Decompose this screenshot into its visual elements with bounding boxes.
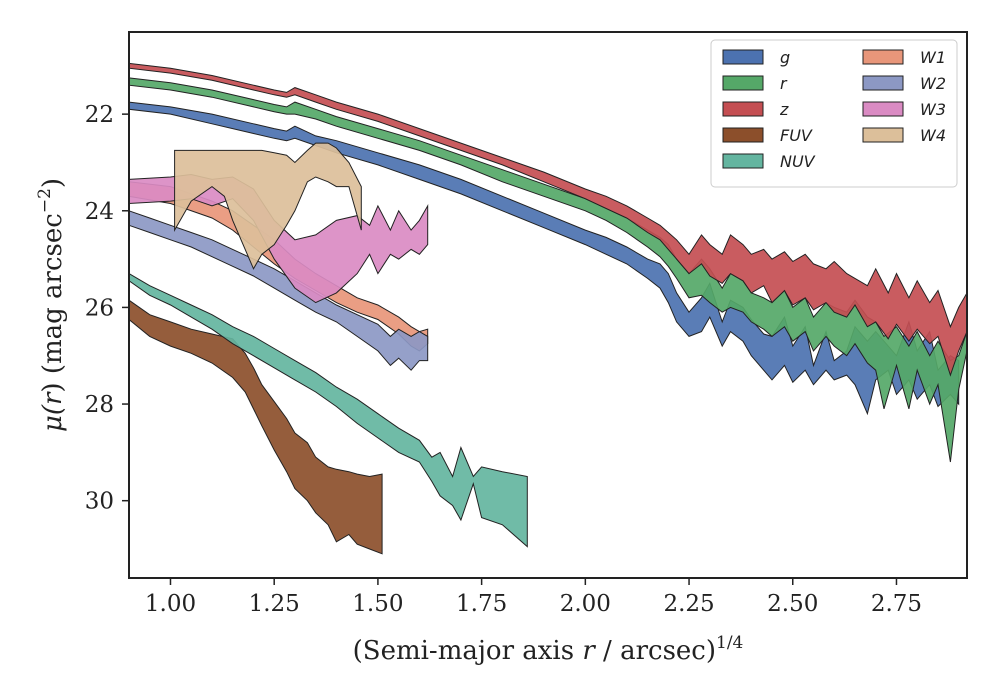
legend-swatch-w1 <box>862 49 904 65</box>
y-tick-label: 24 <box>85 199 114 225</box>
band-nuv <box>128 272 528 548</box>
legend-label-w1: W1 <box>920 48 946 67</box>
x-tick-label: 1.50 <box>352 591 403 617</box>
legend-swatch-w4 <box>862 127 904 143</box>
y-tick-label: 26 <box>85 295 114 321</box>
band-g <box>128 101 960 416</box>
legend-swatch-r <box>722 75 764 91</box>
legend-label-nuv: NUV <box>780 152 816 171</box>
y-tick-label: 22 <box>85 102 114 128</box>
y-tick-label: 28 <box>85 392 114 418</box>
x-tick-label: 2.25 <box>663 591 714 617</box>
legend-swatch-w3 <box>862 101 904 117</box>
x-axis-label: (Semi-major axis r / arcsec)1/4 <box>353 633 744 666</box>
x-axis: 1.00 1.25 1.50 1.75 2.00 2.25 2.50 2.75 <box>145 578 922 617</box>
legend-label-r: r <box>780 74 788 93</box>
legend-label-g: g <box>780 48 790 67</box>
legend-label-z: z <box>779 100 789 119</box>
legend-label-w3: W3 <box>920 100 946 119</box>
legend-swatch-g <box>722 49 764 65</box>
legend-label-fuv: FUV <box>780 126 813 145</box>
x-tick-label: 2.75 <box>871 591 922 617</box>
y-tick-label: 30 <box>85 489 114 515</box>
x-tick-label: 1.75 <box>456 591 507 617</box>
band-w4 <box>174 142 362 270</box>
x-tick-label: 1.00 <box>145 591 196 617</box>
legend-label-w4: W4 <box>920 126 946 145</box>
plot-frame <box>128 31 968 579</box>
x-tick-label: 2.00 <box>560 591 611 617</box>
y-axis: 22 24 26 28 30 <box>85 102 129 515</box>
y-axis-label: μ(r) (mag arcsec−2) <box>35 178 68 432</box>
band-fuv <box>128 299 383 555</box>
legend-swatch-w2 <box>862 75 904 91</box>
legend: grz FUV NUV W1 W2 W3 W4 <box>710 39 958 188</box>
legend-label-w2: W2 <box>920 74 946 93</box>
x-tick-label: 1.25 <box>249 591 300 617</box>
legend-swatch-nuv <box>722 153 764 169</box>
legend-swatch-fuv <box>722 127 764 143</box>
x-tick-label: 2.50 <box>767 591 818 617</box>
band-layer <box>128 62 968 555</box>
legend-swatch-z <box>722 101 764 117</box>
